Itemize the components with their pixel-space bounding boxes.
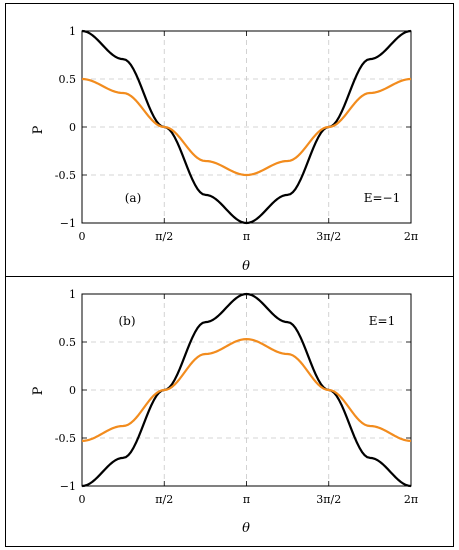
figure-frame (5, 3, 454, 547)
y-tick-label: 0 (69, 121, 76, 134)
panel-annotation: E=−1 (364, 191, 401, 205)
panel-label: (b) (118, 314, 135, 328)
x-tick-label: 3π/2 (316, 230, 341, 243)
y-axis-label: P (31, 125, 46, 134)
x-axis-label: θ (242, 521, 250, 536)
y-tick-label: 0 (69, 384, 76, 397)
y-tick-label: 1 (69, 288, 76, 301)
x-tick-label: 3π/2 (316, 493, 341, 506)
y-tick-label: -0.5 (55, 169, 76, 182)
y-tick-label: −1 (60, 217, 76, 230)
series-line-orange (81, 77, 412, 177)
x-tick-label: π (243, 230, 250, 243)
panel-label: (a) (125, 191, 142, 205)
series-line-black (81, 29, 412, 225)
x-tick-label: 2π (404, 230, 418, 243)
y-tick-label: 1 (69, 25, 76, 38)
panel-annotation: E=1 (369, 314, 395, 328)
x-axis-label: θ (242, 259, 250, 274)
series-line-orange (81, 338, 412, 442)
y-tick-label: 0.5 (59, 336, 77, 349)
x-tick-label: π (243, 493, 250, 506)
panel-divider (5, 276, 454, 277)
x-tick-label: 0 (79, 230, 86, 243)
series-line-black (81, 292, 412, 488)
x-tick-label: 2π (404, 493, 418, 506)
y-axis-label: P (31, 386, 46, 395)
y-tick-label: −1 (60, 480, 76, 493)
x-tick-label: π/2 (155, 230, 173, 243)
y-tick-label: -0.5 (55, 432, 76, 445)
x-tick-label: 0 (79, 493, 86, 506)
y-tick-label: 0.5 (59, 73, 77, 86)
panel-b: (b) E=1 θ P 0 π/2 π 3π/2 2π 1 0.5 0 -0.5 −1 (31, 288, 418, 536)
panel-a: (a) E=−1 θ P 0 π/2 π 3π/2 2π 1 0.5 0 -0.5 −1 (31, 25, 418, 274)
x-tick-label: π/2 (155, 493, 173, 506)
